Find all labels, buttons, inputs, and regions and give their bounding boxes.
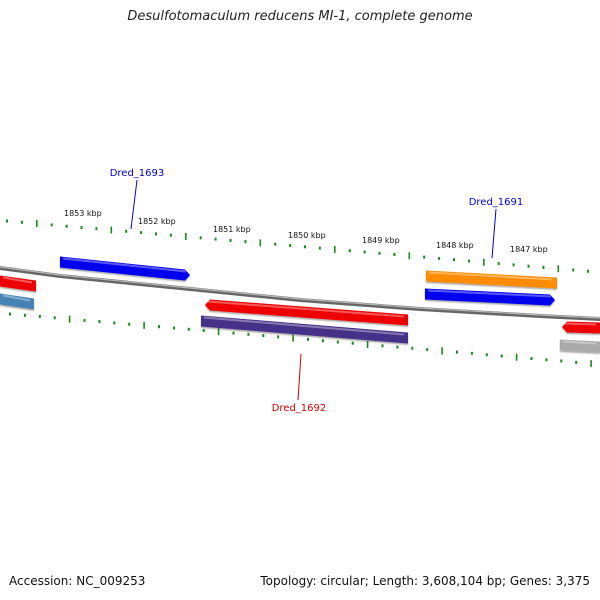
gene-label-line (491, 208, 497, 259)
gene-feature[interactable] (201, 315, 408, 344)
gene-feature[interactable] (425, 288, 555, 306)
gene-bar[interactable] (205, 299, 408, 326)
gene-bar[interactable] (562, 321, 600, 334)
gene-label-line (130, 179, 138, 230)
outer-tick-ring (6, 219, 590, 273)
gene-feature[interactable] (205, 299, 408, 326)
tick-label: 1851 kbp (213, 225, 251, 234)
gene-bar[interactable] (0, 293, 34, 310)
gene-bar-highlight (562, 340, 597, 345)
gene-label[interactable]: Dred_1692 (272, 403, 327, 414)
gene-bar[interactable] (560, 339, 600, 353)
tick-label: 1847 kbp (510, 245, 548, 254)
gene-label-group: Dred_1693 Dred_1692 Dred_1691 (110, 168, 524, 414)
gene-bar[interactable] (201, 315, 408, 344)
tick-label: 1852 kbp (138, 217, 176, 226)
inner-tick-ring (9, 312, 592, 368)
gene-bar-highlight (2, 294, 31, 302)
gene-bar-highlight (203, 316, 405, 336)
gene-feature[interactable] (0, 293, 34, 310)
gene-bar[interactable] (426, 270, 557, 289)
gene-bar-highlight (427, 289, 552, 298)
gene-bar[interactable] (0, 275, 36, 292)
tick-label-group: 1853 kbp 1852 kbp 1851 kbp 1850 kbp 1849 kbp… (64, 209, 548, 254)
tick-label: 1853 kbp (64, 209, 102, 218)
gene-feature[interactable] (0, 275, 36, 292)
gene-bar-highlight (564, 322, 597, 326)
gene-label[interactable]: Dred_1693 (110, 168, 165, 179)
gene-bar[interactable] (425, 288, 555, 306)
gene-bar-highlight (428, 271, 554, 281)
gene-bar-highlight (2, 276, 33, 284)
tick-label: 1848 kbp (436, 241, 474, 250)
accession-text: Accession: NC_009253 (9, 574, 146, 588)
gene-label-line (297, 353, 302, 401)
genome-backbone (0, 266, 600, 321)
gene-bar-highlight (207, 300, 405, 318)
tick-label: 1849 kbp (362, 236, 400, 245)
genome-summary-text: Topology: circular; Length: 3,608,104 bp… (260, 574, 590, 588)
gene-label-lines (130, 179, 497, 401)
gene-features (0, 256, 600, 353)
gene-label[interactable]: Dred_1691 (469, 197, 524, 208)
gene-feature[interactable] (60, 256, 190, 281)
gene-bar[interactable] (60, 256, 190, 281)
gene-feature[interactable] (426, 270, 557, 289)
map-title: Desulfotomaculum reducens MI-1, complete… (127, 9, 473, 24)
genome-backbone-highlight (0, 266, 600, 319)
gene-bar-highlight (62, 257, 187, 273)
tick-label: 1850 kbp (288, 231, 326, 240)
gene-feature[interactable] (560, 339, 600, 353)
gene-feature[interactable] (562, 321, 600, 334)
